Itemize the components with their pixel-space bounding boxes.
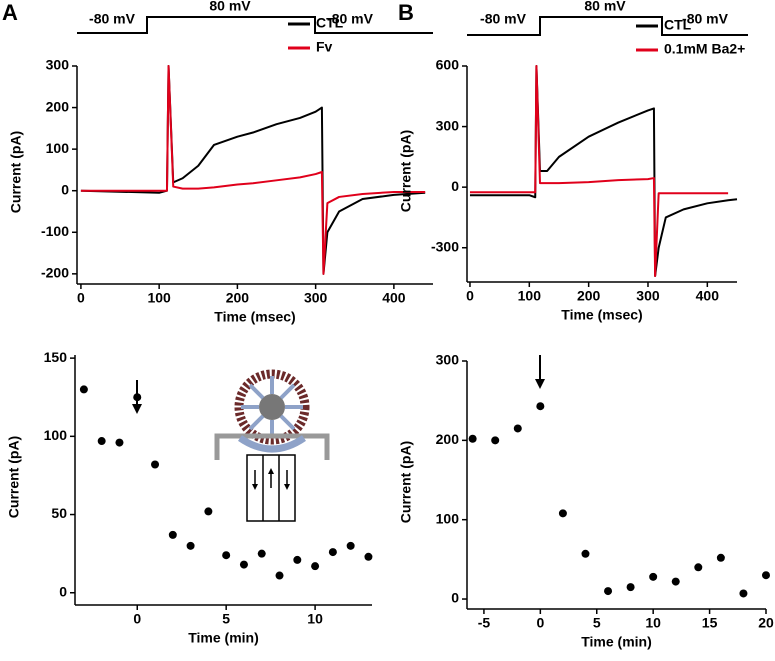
data-point [257, 549, 266, 558]
y-tick-label: 100 [436, 510, 460, 526]
data-point [186, 541, 195, 550]
x-tick-label: 0 [536, 615, 544, 631]
y-axis-label: Current (pA) [6, 436, 22, 518]
data-point [739, 589, 748, 598]
arrow [535, 355, 545, 389]
panel-label: A [2, 0, 18, 25]
protocol-label: -80 mV [89, 11, 136, 27]
y-tick-label: 100 [46, 140, 70, 156]
x-tick-label: 0 [466, 288, 474, 304]
data-point [491, 436, 500, 445]
y-tick-label: 0 [61, 181, 69, 197]
data-point [328, 548, 337, 557]
protocol-label: -80 mV [327, 11, 374, 27]
panel-label: B [398, 0, 414, 25]
data-point [222, 551, 231, 560]
x-tick-label: 100 [518, 288, 542, 304]
data-point [581, 549, 590, 558]
trace [80, 65, 426, 275]
x-tick-label: 400 [696, 288, 720, 304]
trace [469, 65, 738, 277]
x-tick-label: 400 [382, 290, 406, 306]
y-tick-label: 150 [44, 349, 68, 365]
x-tick-label: 10 [307, 611, 323, 627]
data-point [716, 553, 725, 562]
data-point [762, 571, 770, 580]
trace [80, 65, 426, 275]
data-point [311, 562, 320, 571]
x-tick-label: 200 [226, 290, 250, 306]
x-axis-label: Time (min) [188, 630, 259, 646]
data-point [293, 555, 302, 564]
x-tick-label: 300 [304, 290, 328, 306]
data-point [536, 402, 545, 411]
data-point [97, 437, 106, 446]
data-point [626, 583, 635, 592]
x-tick-label: 0 [77, 290, 85, 306]
y-tick-label: 600 [436, 57, 460, 73]
x-axis-label: Time (msec) [214, 309, 295, 325]
y-tick-label: 0 [451, 178, 459, 194]
x-tick-label: 20 [758, 615, 774, 631]
voltage-protocol [77, 16, 433, 34]
y-tick-label: 300 [436, 117, 460, 133]
x-tick-label: 5 [222, 611, 230, 627]
y-tick-label: 200 [46, 98, 70, 114]
data-point [649, 572, 658, 581]
x-tick-label: 0 [133, 611, 141, 627]
data-point [151, 460, 160, 469]
data-point [168, 530, 177, 539]
data-point [671, 577, 680, 586]
data-point [79, 385, 88, 394]
data-point [239, 560, 248, 569]
legend-label: CTL [316, 15, 344, 31]
x-axis-label: Time (min) [581, 634, 652, 650]
data-point [468, 434, 477, 443]
data-point [694, 563, 703, 572]
legend-label: Fv [316, 39, 333, 55]
trace [469, 65, 729, 277]
protocol-label: 80 mV [584, 0, 626, 14]
data-point [558, 509, 567, 518]
channel-diagram [214, 369, 330, 522]
x-tick-label: 10 [645, 615, 661, 631]
y-tick-label: -300 [431, 238, 459, 254]
x-axis-label: Time (msec) [561, 307, 642, 323]
legend-label: CTL [664, 17, 692, 33]
data-point [275, 571, 284, 580]
y-axis-label: Current (pA) [398, 441, 414, 523]
voltage-protocol [467, 16, 748, 36]
data-point [133, 393, 142, 402]
y-tick-label: 200 [436, 431, 460, 447]
data-point [346, 541, 355, 550]
y-tick-label: -100 [41, 223, 69, 239]
y-tick-label: 100 [44, 427, 68, 443]
y-tick-label: 0 [59, 583, 67, 599]
y-tick-label: 300 [436, 352, 460, 368]
legend-label: 0.1mM Ba2+ [664, 41, 745, 57]
x-tick-label: 5 [593, 615, 601, 631]
protocol-label: -80 mV [682, 11, 729, 27]
data-point [115, 438, 124, 447]
data-point [204, 507, 213, 516]
y-tick-label: -200 [41, 265, 69, 281]
y-tick-label: 300 [46, 57, 70, 73]
x-tick-label: 200 [577, 288, 601, 304]
y-axis-label: Current (pA) [398, 130, 414, 212]
data-point [364, 552, 373, 561]
protocol-label: 80 mV [209, 0, 251, 14]
x-tick-label: 300 [636, 288, 660, 304]
y-axis-label: Current (pA) [8, 131, 24, 213]
x-tick-label: 100 [147, 290, 171, 306]
data-point [513, 424, 522, 433]
x-tick-label: -5 [478, 615, 491, 631]
y-tick-label: 50 [51, 505, 67, 521]
x-tick-label: 15 [702, 615, 718, 631]
y-tick-label: 0 [451, 590, 459, 606]
protocol-label: -80 mV [480, 11, 527, 27]
data-point [604, 587, 613, 596]
